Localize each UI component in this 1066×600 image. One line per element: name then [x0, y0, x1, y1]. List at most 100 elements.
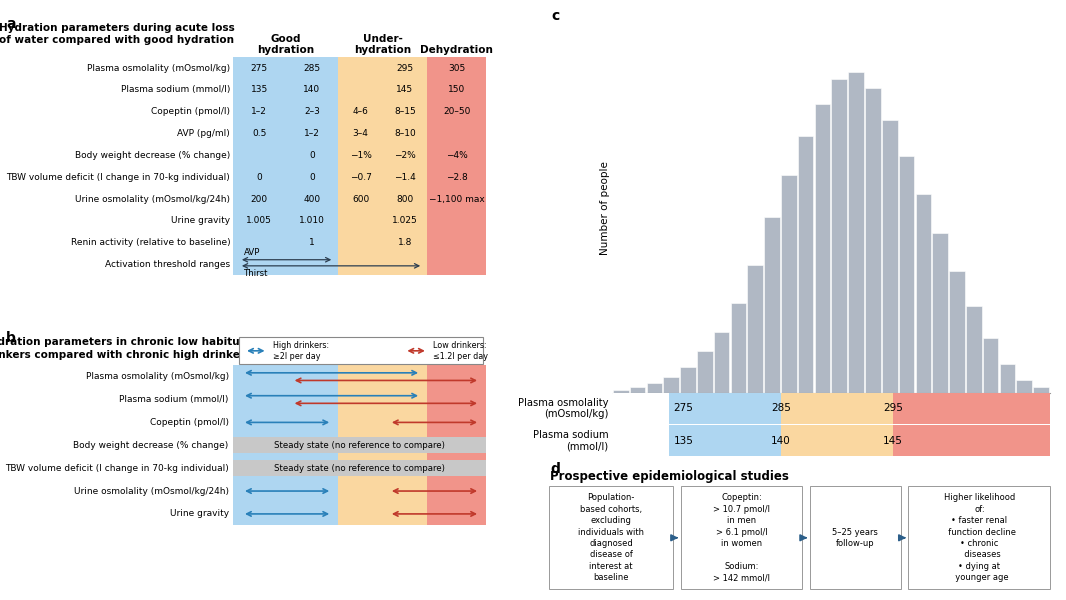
Text: 285: 285 [304, 64, 321, 73]
FancyBboxPatch shape [549, 486, 673, 589]
Text: 4–6: 4–6 [353, 107, 369, 116]
Text: 1–2: 1–2 [252, 107, 268, 116]
Text: Steady state (no reference to compare): Steady state (no reference to compare) [274, 464, 445, 473]
Text: TBW volume deficit (l change in 70-kg individual): TBW volume deficit (l change in 70-kg in… [6, 173, 230, 182]
Text: 135: 135 [674, 436, 693, 446]
Text: Steady state (no reference to compare): Steady state (no reference to compare) [274, 441, 445, 450]
Text: 295: 295 [397, 64, 414, 73]
Bar [1033, 386, 1049, 393]
Text: −1.4: −1.4 [394, 173, 416, 182]
Text: Plasma sodium (mmol/l): Plasma sodium (mmol/l) [120, 85, 230, 94]
Text: 600: 600 [352, 194, 369, 203]
Text: 0: 0 [309, 173, 314, 182]
Bar [338, 365, 383, 526]
Text: Population-
based cohorts,
excluding
individuals with
diagnosed
disease of
inter: Population- based cohorts, excluding ind… [578, 493, 644, 583]
Text: −1%: −1% [350, 151, 371, 160]
Text: 275: 275 [674, 403, 693, 413]
Bar [916, 194, 932, 393]
Bar [849, 72, 863, 393]
Bar [232, 437, 486, 453]
Text: −0.7: −0.7 [350, 173, 371, 182]
Bar [933, 233, 948, 393]
Text: Urine osmolality (mOsmol/kg/24h): Urine osmolality (mOsmol/kg/24h) [74, 487, 229, 496]
Text: b: b [6, 331, 16, 346]
Text: c: c [552, 9, 560, 23]
Text: Copeptin (pmol/l): Copeptin (pmol/l) [151, 107, 230, 116]
Text: 800: 800 [397, 194, 414, 203]
Text: 5–25 years
follow-up: 5–25 years follow-up [833, 527, 878, 548]
Text: Hydration parameters during acute loss
of water compared with good hydration: Hydration parameters during acute loss o… [0, 23, 235, 45]
Text: Plasma osmolality (mOsmol/kg): Plasma osmolality (mOsmol/kg) [85, 372, 229, 381]
Text: Higher likelihood
of:
• faster renal
  function decline
• chronic
  diseases
• d: Higher likelihood of: • faster renal fun… [943, 493, 1016, 583]
Bar [966, 307, 982, 393]
FancyBboxPatch shape [680, 486, 802, 589]
Text: AVP: AVP [244, 248, 260, 257]
Y-axis label: Number of people: Number of people [600, 161, 610, 256]
Text: 8–10: 8–10 [394, 129, 416, 138]
Bar [630, 386, 645, 393]
Text: Body weight decrease (% change): Body weight decrease (% change) [75, 151, 230, 160]
Bar [427, 365, 486, 526]
Bar [286, 365, 338, 526]
Bar [286, 57, 338, 275]
Text: a: a [6, 17, 16, 31]
Bar [680, 367, 696, 393]
FancyBboxPatch shape [908, 486, 1050, 589]
Bar [613, 390, 629, 393]
Text: −2.8: −2.8 [446, 173, 468, 182]
Text: 140: 140 [771, 436, 791, 446]
Text: 1.025: 1.025 [392, 217, 418, 226]
Bar [663, 377, 679, 393]
Bar [882, 120, 898, 393]
Text: 305: 305 [448, 64, 465, 73]
Bar [232, 57, 286, 275]
Text: Good
hydration: Good hydration [257, 34, 314, 55]
Text: 140: 140 [304, 85, 321, 94]
Text: Urine gravity: Urine gravity [172, 217, 230, 226]
Bar [781, 393, 893, 424]
Bar [893, 393, 1050, 424]
Bar [949, 271, 965, 393]
Text: 200: 200 [251, 194, 268, 203]
Bar [730, 303, 746, 393]
Text: AVP (pg/ml): AVP (pg/ml) [177, 129, 230, 138]
Text: Urine osmolality (mOsmol/kg/24h): Urine osmolality (mOsmol/kg/24h) [76, 194, 230, 203]
Text: High drinkers:
≥2l per day: High drinkers: ≥2l per day [273, 341, 328, 361]
Text: Copeptin:
> 10.7 pmol/l
in men
> 6.1 pmol/l
in women

Sodium:
> 142 mmol/l: Copeptin: > 10.7 pmol/l in men > 6.1 pmo… [713, 493, 770, 583]
Text: 135: 135 [251, 85, 268, 94]
Bar [781, 175, 796, 393]
Text: 0: 0 [256, 173, 262, 182]
Bar [338, 57, 383, 275]
Text: Body weight decrease (% change): Body weight decrease (% change) [74, 441, 229, 450]
Text: 8–15: 8–15 [394, 107, 416, 116]
Bar [781, 425, 893, 456]
Bar [797, 136, 813, 393]
Bar [232, 365, 286, 526]
Bar [232, 460, 486, 476]
Bar [613, 425, 669, 456]
Bar [983, 338, 999, 393]
Bar [1016, 380, 1032, 393]
Text: 145: 145 [883, 436, 903, 446]
Text: 20–50: 20–50 [443, 107, 470, 116]
FancyBboxPatch shape [239, 337, 483, 364]
Text: Plasma osmolality (mOsmol/kg): Plasma osmolality (mOsmol/kg) [87, 64, 230, 73]
FancyBboxPatch shape [810, 486, 901, 589]
Text: Plasma osmolality
(mOsmol/kg): Plasma osmolality (mOsmol/kg) [518, 398, 609, 419]
Text: Plasma sodium (mmol/l): Plasma sodium (mmol/l) [119, 395, 229, 404]
Bar [1000, 364, 1015, 393]
Bar [899, 155, 915, 393]
Text: 0.5: 0.5 [252, 129, 266, 138]
Bar [383, 57, 427, 275]
Text: 295: 295 [883, 403, 903, 413]
Text: Low drinkers:
≤1.2l per day: Low drinkers: ≤1.2l per day [433, 341, 488, 361]
Text: 1.8: 1.8 [398, 238, 413, 247]
Text: 150: 150 [448, 85, 465, 94]
Text: 1–2: 1–2 [304, 129, 320, 138]
Bar [764, 217, 780, 393]
Bar [427, 57, 486, 275]
Text: Copeptin (pmol/l): Copeptin (pmol/l) [149, 418, 229, 427]
Text: d: d [550, 462, 560, 476]
Text: 1.005: 1.005 [246, 217, 272, 226]
Bar [383, 365, 427, 526]
